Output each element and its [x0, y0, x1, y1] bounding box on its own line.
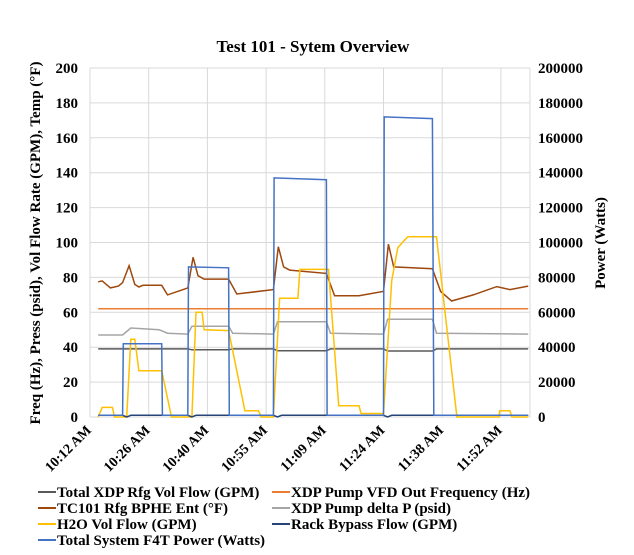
- y2-tick-label: 120000: [538, 201, 583, 217]
- y-tick-label: 60: [63, 305, 78, 321]
- legend-item: Total XDP Rfg Vol Flow (GPM): [38, 485, 259, 501]
- gridlines: [89, 67, 531, 418]
- legend-item: H2O Vol Flow (GPM): [38, 517, 197, 533]
- chart-title: Test 101 - Sytem Overview: [217, 37, 411, 56]
- x-tick-label: 11:24 AM: [337, 423, 389, 475]
- y2-tick-label: 80000: [538, 270, 576, 286]
- series-line: [98, 348, 529, 352]
- x-tick-label: 10:55 AM: [219, 423, 271, 475]
- legend-item: TC101 Rfg BPHE Ent (°F): [38, 501, 228, 517]
- y-tick-label: 40: [63, 340, 78, 356]
- x-tick-label: 10:26 AM: [101, 423, 153, 475]
- legend-item: Total System F4T Power (Watts): [38, 533, 265, 549]
- legend-label: XDP Pump delta P (psid): [291, 501, 451, 517]
- legend-item: XDP Pump delta P (psid): [272, 501, 451, 517]
- y-tick-label: 20: [63, 375, 78, 391]
- y-tick-label: 140: [56, 166, 79, 182]
- legend-label: Rack Bypass Flow (GPM): [291, 517, 457, 533]
- y-tick-label: 100: [56, 236, 79, 252]
- y-axis-label: Freq (Hz), Press (psid), Vol Flow Rate (…: [28, 62, 44, 425]
- legend: Total XDP Rfg Vol Flow (GPM) XDP Pump VFD…: [38, 485, 530, 549]
- y2-tick-label: 100000: [538, 236, 583, 252]
- y2-tick-label: 60000: [538, 305, 576, 321]
- series-lines: [97, 116, 529, 418]
- legend-label: TC101 Rfg BPHE Ent (°F): [57, 501, 228, 517]
- y-tick-label: 200: [56, 61, 79, 77]
- y2-tick-label: 140000: [538, 166, 583, 182]
- y-tick-label: 160: [56, 131, 79, 147]
- legend-label: Total XDP Rfg Vol Flow (GPM): [57, 485, 259, 501]
- series-line: [98, 318, 529, 336]
- legend-label: Total System F4T Power (Watts): [57, 533, 265, 549]
- tick-labels: 0 0 20 20000 40 40000 60 60000 80 80000 100 100000 1…: [43, 61, 583, 475]
- y-tick-label: 180: [56, 96, 79, 112]
- y2-tick-label: 180000: [538, 96, 583, 112]
- legend-item: Rack Bypass Flow (GPM): [272, 517, 457, 533]
- series-line: [97, 235, 529, 418]
- y2-tick-label: 0: [538, 410, 546, 426]
- y2-tick-label: 160000: [538, 131, 583, 147]
- x-tick-label: 11:38 AM: [395, 423, 447, 475]
- y-tick-label: 0: [71, 410, 79, 426]
- y2-axis-label: Power (Watts): [593, 197, 609, 289]
- y2-tick-label: 200000: [538, 61, 583, 77]
- legend-label: H2O Vol Flow (GPM): [57, 517, 197, 533]
- x-tick-label: 10:12 AM: [43, 423, 95, 475]
- legend-label: XDP Pump VFD Out Frequency (Hz): [291, 485, 530, 501]
- y-tick-label: 80: [63, 270, 78, 286]
- y2-tick-label: 20000: [538, 375, 576, 391]
- legend-item: XDP Pump VFD Out Frequency (Hz): [272, 485, 530, 501]
- series-line: [98, 116, 529, 417]
- x-tick-label: 11:52 AM: [454, 423, 506, 475]
- y2-tick-label: 40000: [538, 340, 576, 356]
- series-line: [98, 244, 529, 302]
- x-tick-label: 10:40 AM: [160, 423, 212, 475]
- y-tick-label: 120: [56, 201, 79, 217]
- x-tick-label: 11:09 AM: [278, 423, 330, 475]
